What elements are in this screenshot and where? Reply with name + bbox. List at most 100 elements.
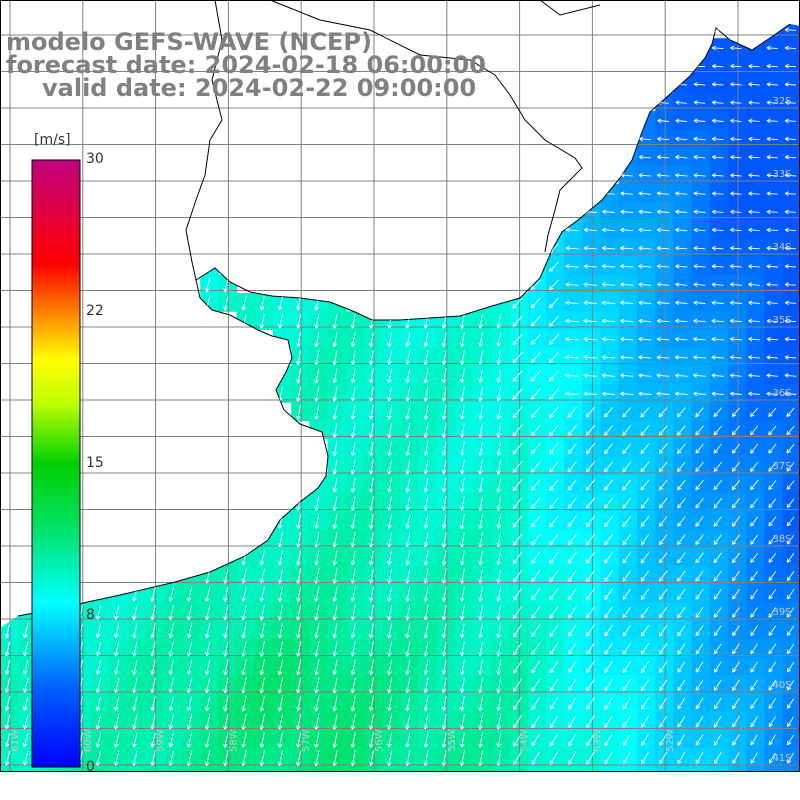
wind-arrow	[748, 209, 760, 215]
wind-arrow	[748, 355, 760, 360]
wind-arrow	[423, 386, 429, 402]
wind-arrow	[784, 355, 797, 360]
wind-cell	[527, 329, 547, 349]
wind-arrow	[640, 497, 650, 509]
wind-arrow	[113, 714, 120, 730]
wind-arrow	[332, 677, 338, 694]
wind-arrow	[732, 697, 740, 710]
wind-arrow	[549, 551, 559, 564]
wind-cell	[655, 111, 674, 130]
wind-cell	[509, 748, 529, 767]
colorbar-bar	[31, 159, 81, 768]
wind-cell	[673, 638, 693, 658]
wind-arrow	[604, 697, 613, 710]
wind-cell	[728, 183, 747, 203]
wind-arrow	[732, 734, 740, 746]
wind-cell	[746, 220, 765, 239]
wind-cell	[673, 475, 693, 494]
wind-arrow	[622, 407, 632, 418]
wind-cell	[637, 220, 656, 239]
wind-arrow	[441, 477, 447, 493]
wind-arrow	[478, 477, 483, 493]
wind-cell	[673, 74, 693, 94]
wind-cell	[491, 347, 511, 367]
wind-arrow	[695, 443, 704, 454]
wind-arrow	[565, 354, 580, 360]
wind-cell	[182, 693, 201, 713]
wind-arrow	[620, 336, 634, 342]
wind-arrow	[296, 532, 302, 548]
wind-arrow	[567, 406, 577, 418]
wind-cell	[309, 748, 329, 767]
wind-arrow	[405, 641, 411, 657]
wind-cell	[618, 638, 638, 658]
wind-cell	[728, 711, 747, 731]
wind-arrow	[423, 404, 429, 420]
wind-arrow	[565, 391, 580, 396]
wind-arrow	[423, 586, 429, 602]
wind-arrow	[659, 679, 668, 692]
wind-arrow	[113, 695, 120, 712]
wind-cell	[673, 402, 693, 421]
wind-cell	[218, 748, 238, 767]
wind-cell	[18, 766, 37, 771]
wind-cell	[418, 438, 438, 458]
wind-arrow	[332, 368, 338, 384]
wind-cell	[728, 438, 747, 458]
wind-arrow	[768, 589, 777, 600]
wind-arrow	[405, 477, 411, 493]
wind-cell	[418, 729, 438, 749]
wind-cell	[600, 347, 620, 367]
wind-cell	[746, 238, 765, 258]
wind-cell	[455, 566, 474, 585]
wind-arrow	[750, 498, 759, 509]
lat-label: 35S	[772, 315, 791, 326]
wind-arrow	[223, 586, 229, 602]
wind-arrow	[604, 642, 613, 655]
wind-arrow	[693, 227, 706, 233]
wind-cell	[109, 693, 128, 713]
wind-cell	[655, 711, 674, 731]
wind-cell	[309, 511, 329, 531]
wind-cell	[691, 384, 711, 403]
wind-cell	[163, 638, 183, 658]
wind-cell	[709, 638, 729, 658]
wind-arrow	[657, 154, 670, 160]
wind-arrow	[223, 713, 229, 730]
wind-cell	[364, 493, 383, 512]
wind-cell	[273, 748, 292, 767]
wind-arrow	[387, 659, 393, 675]
wind-cell	[418, 766, 438, 771]
wind-arrow	[675, 264, 688, 269]
wind-cell	[673, 256, 693, 276]
wind-cell	[728, 311, 747, 330]
wind-arrow	[423, 459, 429, 475]
wind-arrow	[478, 514, 483, 529]
wind-arrow	[241, 568, 247, 584]
wind-arrow	[768, 552, 777, 563]
wind-arrow	[387, 495, 393, 511]
wind-arrow	[640, 661, 650, 674]
wind-cell	[291, 766, 310, 771]
wind-cell	[618, 293, 638, 312]
wind-cell	[345, 475, 365, 494]
wind-cell	[764, 293, 784, 312]
wind-arrow	[693, 282, 706, 287]
wind-cell	[382, 657, 401, 676]
wind-cell	[655, 693, 674, 713]
wind-cell	[600, 293, 620, 312]
wind-cell	[655, 220, 674, 239]
wind-arrow	[784, 336, 797, 342]
wind-cell	[327, 511, 347, 531]
wind-arrow	[368, 350, 374, 365]
wind-cell	[782, 384, 800, 403]
wind-cell	[764, 729, 784, 749]
wind-cell	[182, 657, 201, 676]
wind-arrow	[95, 750, 102, 766]
wind-arrow	[674, 355, 688, 360]
wind-arrow	[4, 750, 11, 766]
wind-cell	[764, 620, 784, 640]
wind-cell	[509, 547, 529, 567]
wind-cell	[400, 384, 420, 403]
wind-arrow	[748, 82, 760, 87]
